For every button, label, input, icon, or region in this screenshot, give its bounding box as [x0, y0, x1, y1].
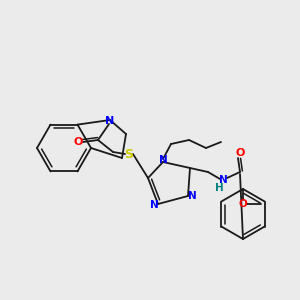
Text: N: N: [159, 155, 167, 165]
Text: N: N: [219, 175, 227, 185]
Text: H: H: [214, 183, 224, 193]
Text: O: O: [73, 137, 83, 147]
Text: N: N: [150, 200, 158, 210]
Text: O: O: [235, 148, 245, 158]
Text: N: N: [188, 191, 196, 201]
Text: O: O: [238, 199, 247, 209]
Text: N: N: [105, 116, 115, 126]
Text: S: S: [124, 148, 134, 160]
